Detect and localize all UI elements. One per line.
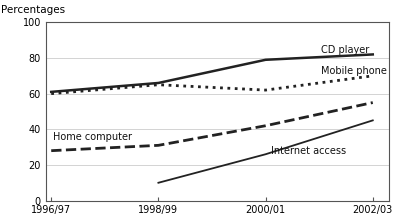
Text: Internet access: Internet access bbox=[271, 146, 346, 156]
Text: Home computer: Home computer bbox=[53, 132, 132, 142]
Text: CD player: CD player bbox=[321, 45, 370, 55]
Text: Mobile phone: Mobile phone bbox=[321, 66, 387, 76]
Text: Percentages: Percentages bbox=[1, 5, 65, 15]
